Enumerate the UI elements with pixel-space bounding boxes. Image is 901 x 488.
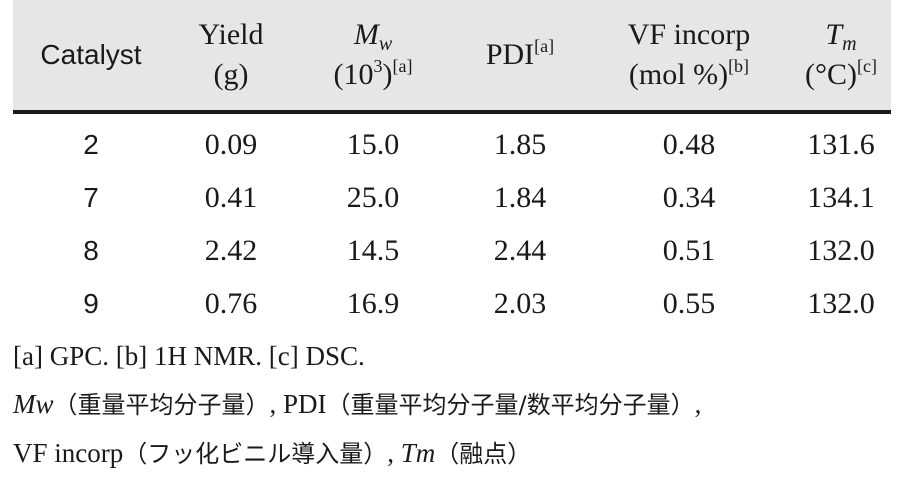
footnote-pdi-term: , PDI [269, 389, 327, 419]
header-pdi: PDI[a] [453, 0, 587, 110]
cell-pdi: 1.84 [493, 181, 547, 214]
tm-unit-text: (°C) [805, 58, 857, 91]
cell-catalyst: 7 [83, 182, 99, 213]
footnote-mw-definition: （重量平均分子量） [53, 391, 270, 419]
cell-catalyst: 2 [83, 129, 99, 160]
cell-yield: 0.09 [204, 128, 258, 161]
mw-unit-exponent: 3 [373, 56, 383, 76]
mw-unit-open: (10 [333, 58, 374, 91]
header-yield-unit: (g) [213, 58, 249, 91]
footnote-mw-term: Mw [13, 389, 54, 419]
header-tm: Tm (°C)[c] [791, 0, 891, 110]
header-yield-label: Yield [198, 18, 264, 51]
header-tm-label: Tm [825, 15, 856, 55]
footnote-vf-definition: （フッ化ビニル導入量） [123, 440, 388, 468]
footnote-sources: [a] GPC. [b] 1H NMR. [c] DSC. [13, 341, 365, 371]
cell-catalyst: 8 [83, 235, 99, 266]
footnote-tm-definition: （融点） [435, 440, 532, 468]
cell-pdi: 2.03 [493, 287, 547, 320]
cell-mw: 14.5 [346, 234, 400, 267]
cell-yield: 0.41 [204, 181, 258, 214]
cell-tm: 131.6 [807, 128, 875, 161]
mw-footnote-ref: [a] [392, 56, 413, 76]
table-row: 8 2.42 14.5 2.44 0.51 132.0 [13, 224, 891, 277]
header-yield: Yield (g) [169, 0, 293, 110]
footnote-pdi-definition: （重量平均分子量/数平均分子量） [326, 391, 695, 419]
data-table: Catalyst Yield (g) Mw (103)[a] PDI[a] VF… [13, 0, 891, 330]
vf-footnote-ref: [b] [728, 56, 750, 76]
cell-tm: 134.1 [807, 181, 875, 214]
vf-unit-text: (mol %) [628, 58, 729, 91]
header-vf: VF incorp (mol %)[b] [587, 0, 791, 110]
header-catalyst: Catalyst [13, 0, 169, 110]
footnote-definitions-1: Mw（重量平均分子量）, PDI（重量平均分子量/数平均分子量）, [13, 380, 893, 429]
cell-tm: 132.0 [807, 287, 875, 320]
pdi-footnote-ref: [a] [534, 36, 555, 56]
header-vf-unit: (mol %)[b] [629, 55, 749, 95]
pdi-text: PDI [485, 38, 535, 71]
cell-catalyst: 9 [83, 288, 99, 319]
table-row: 7 0.41 25.0 1.84 0.34 134.1 [13, 171, 891, 224]
table-header: Catalyst Yield (g) Mw (103)[a] PDI[a] VF… [13, 0, 891, 114]
cell-pdi: 2.44 [493, 234, 547, 267]
header-mw-label: Mw [354, 15, 392, 55]
mw-symbol: M [353, 18, 379, 51]
footnote-line-end: , [694, 389, 702, 419]
header-mw: Mw (103)[a] [293, 0, 453, 110]
footnote-definitions-2: VF incorp（フッ化ビニル導入量）, Tm（融点） [13, 429, 893, 478]
header-pdi-label: PDI[a] [486, 35, 554, 75]
tm-symbol: T [825, 18, 843, 51]
cell-mw: 15.0 [346, 128, 400, 161]
table-row: 2 0.09 15.0 1.85 0.48 131.6 [13, 118, 891, 171]
footnote-vf-term: VF incorp [13, 438, 124, 468]
cell-vf: 0.48 [662, 128, 716, 161]
cell-pdi: 1.85 [493, 128, 547, 161]
header-vf-label: VF incorp [627, 18, 751, 51]
tm-subscript: m [842, 33, 857, 55]
cell-yield: 2.42 [204, 234, 258, 267]
cell-tm: 132.0 [807, 234, 875, 267]
header-mw-unit: (103)[a] [334, 55, 413, 95]
cell-vf: 0.34 [662, 181, 716, 214]
table-row: 9 0.76 16.9 2.03 0.55 132.0 [13, 277, 891, 330]
cell-mw: 16.9 [346, 287, 400, 320]
table-body: 2 0.09 15.0 1.85 0.48 131.6 7 0.41 25.0 … [13, 118, 891, 330]
tm-footnote-ref: [c] [857, 56, 877, 76]
header-tm-unit: (°C)[c] [805, 55, 877, 95]
cell-vf: 0.55 [662, 287, 716, 320]
footnote-separator: , [387, 438, 401, 468]
cell-vf: 0.51 [662, 234, 716, 267]
cell-yield: 0.76 [204, 287, 258, 320]
mw-subscript: w [378, 33, 393, 55]
header-catalyst-label: Catalyst [40, 39, 142, 70]
table-footnotes: [a] GPC. [b] 1H NMR. [c] DSC. Mw（重量平均分子量… [13, 332, 893, 478]
cell-mw: 25.0 [346, 181, 400, 214]
mw-unit-close: ) [382, 58, 393, 91]
footnote-tm-term: Tm [400, 438, 436, 468]
